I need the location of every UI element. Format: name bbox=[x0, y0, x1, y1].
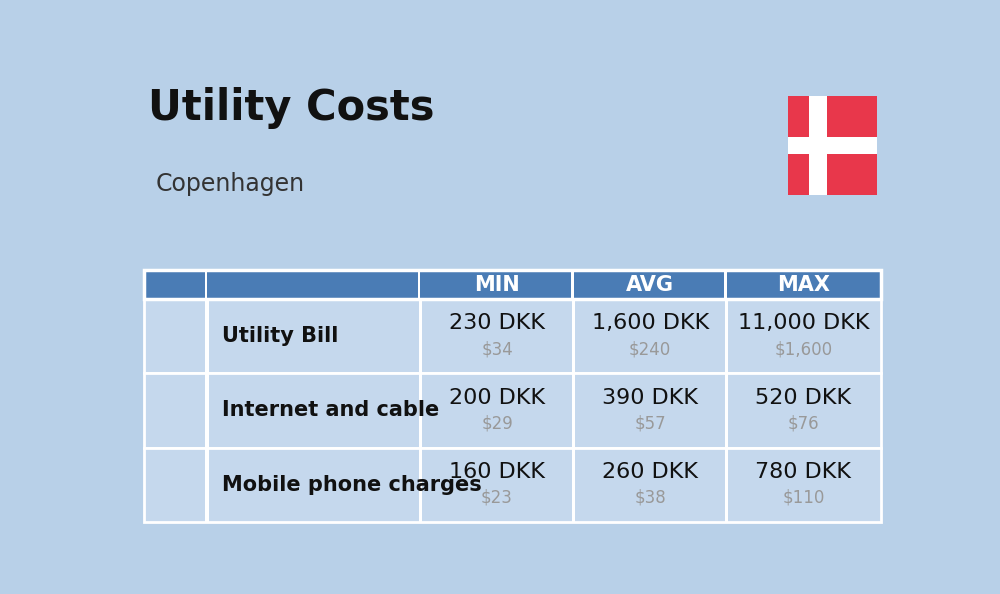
Bar bbox=[205, 374, 209, 448]
Text: $38: $38 bbox=[634, 488, 666, 507]
Bar bbox=[205, 299, 209, 374]
Text: 520 DKK: 520 DKK bbox=[755, 388, 851, 407]
Bar bbox=[572, 374, 575, 448]
Bar bbox=[725, 374, 728, 448]
Text: Internet and cable: Internet and cable bbox=[222, 400, 439, 421]
Text: Copenhagen: Copenhagen bbox=[156, 172, 305, 196]
Text: 1,600 DKK: 1,600 DKK bbox=[592, 314, 709, 333]
Text: $1,600: $1,600 bbox=[774, 340, 832, 358]
Bar bbox=[788, 96, 877, 195]
Bar bbox=[144, 299, 881, 374]
Text: $240: $240 bbox=[629, 340, 671, 358]
Bar bbox=[725, 448, 728, 522]
Bar bbox=[144, 270, 881, 299]
Bar bbox=[725, 299, 728, 374]
Bar bbox=[205, 270, 207, 299]
Bar bbox=[148, 383, 203, 438]
Text: 11,000 DKK: 11,000 DKK bbox=[738, 314, 869, 333]
Bar bbox=[144, 374, 881, 448]
Bar bbox=[809, 96, 827, 195]
Text: $76: $76 bbox=[788, 414, 819, 432]
Bar bbox=[148, 457, 203, 513]
Bar bbox=[419, 448, 422, 522]
Text: $34: $34 bbox=[481, 340, 513, 358]
Text: 390 DKK: 390 DKK bbox=[602, 388, 698, 407]
Text: $23: $23 bbox=[481, 488, 513, 507]
Bar bbox=[571, 270, 574, 299]
Text: $29: $29 bbox=[481, 414, 513, 432]
Text: $110: $110 bbox=[782, 488, 825, 507]
Text: 160 DKK: 160 DKK bbox=[449, 462, 545, 482]
Bar bbox=[144, 448, 881, 522]
Text: $57: $57 bbox=[634, 414, 666, 432]
Bar bbox=[788, 137, 877, 154]
Text: MIN: MIN bbox=[474, 274, 520, 295]
Text: MAX: MAX bbox=[777, 274, 830, 295]
Bar bbox=[572, 448, 575, 522]
Text: 230 DKK: 230 DKK bbox=[449, 314, 545, 333]
Bar bbox=[144, 270, 881, 299]
Text: 780 DKK: 780 DKK bbox=[755, 462, 851, 482]
Bar bbox=[418, 270, 420, 299]
Bar bbox=[148, 308, 203, 364]
Text: Mobile phone charges: Mobile phone charges bbox=[222, 475, 482, 495]
Bar bbox=[419, 374, 422, 448]
Text: Utility Bill: Utility Bill bbox=[222, 326, 338, 346]
Text: 260 DKK: 260 DKK bbox=[602, 462, 698, 482]
Bar bbox=[205, 448, 209, 522]
Text: Utility Costs: Utility Costs bbox=[148, 87, 435, 129]
Bar bbox=[724, 270, 727, 299]
Text: 200 DKK: 200 DKK bbox=[449, 388, 545, 407]
Text: AVG: AVG bbox=[626, 274, 674, 295]
Bar bbox=[419, 299, 422, 374]
Bar bbox=[572, 299, 575, 374]
